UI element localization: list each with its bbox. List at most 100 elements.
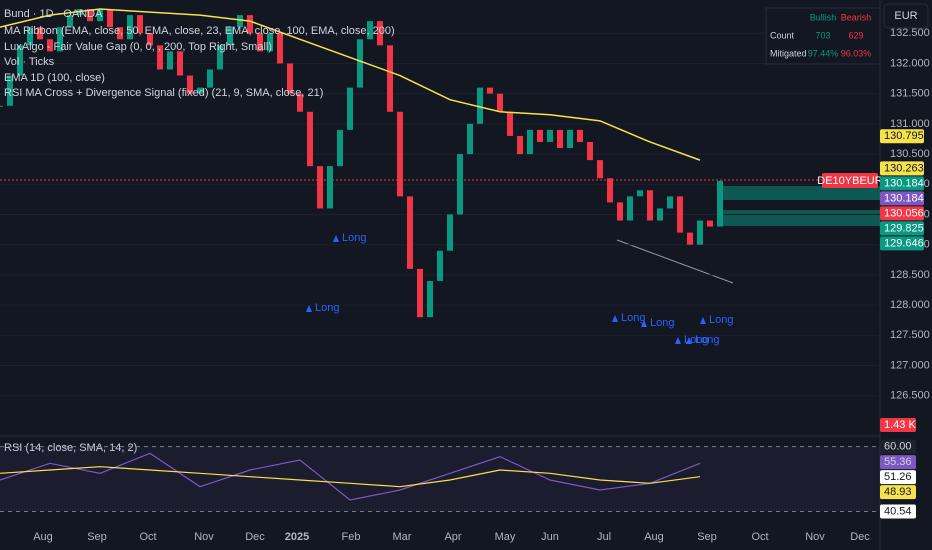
price-tag-label: 130.056 [884, 207, 924, 219]
x-tick-label: Sep [87, 531, 107, 543]
y-tick-label: 132.500 [890, 27, 930, 39]
symbol-tag [822, 173, 878, 188]
symbol-tag-label: DE10YBEUR [817, 175, 882, 187]
price-tag-label: 130.184 [884, 192, 924, 204]
table-cell: Count [770, 30, 795, 40]
candle [137, 15, 143, 34]
rsi-tag [880, 504, 916, 519]
fvg-table [765, 7, 881, 65]
candle [567, 129, 573, 149]
candle [577, 129, 583, 142]
table-cell: 96.03% [841, 48, 872, 58]
signal-arrow [700, 317, 706, 324]
y-tick-label: 127.000 [890, 359, 930, 371]
x-tick-label: Jul [597, 531, 611, 543]
y-tick-label: 131.000 [890, 118, 930, 130]
price-tag [880, 236, 924, 251]
indicator: MA Ribbon (EMA, close, 50, EMA, close, 2… [4, 25, 395, 37]
candle [187, 75, 193, 94]
candle [627, 196, 633, 221]
rsi-tag-label: 60.00 [884, 441, 912, 453]
signal-label: Long [621, 312, 645, 324]
y-tick-label: 130.500 [890, 148, 930, 160]
table-cell: 629 [848, 30, 863, 40]
price-tag [880, 176, 924, 191]
x-tick-label: Mar [393, 531, 412, 543]
currency[interactable]: EUR [894, 10, 917, 22]
candle [147, 33, 153, 46]
candle [247, 15, 253, 34]
candle [47, 39, 53, 52]
candle [377, 21, 383, 46]
volume-tag-label: 1.43 K [884, 419, 916, 431]
rsi-title: RSI (14, close, SMA, 14, 2) [4, 442, 137, 454]
candle [517, 135, 523, 155]
candle [347, 87, 353, 130]
candle [677, 196, 683, 233]
candle [267, 33, 273, 52]
candle [687, 232, 693, 245]
signal-label: Long [315, 302, 339, 314]
price-tag [880, 191, 924, 206]
candle [317, 166, 323, 209]
candle [497, 93, 503, 112]
candle [297, 93, 303, 112]
candle [27, 27, 33, 46]
candle [417, 268, 423, 318]
signal-arrow [641, 320, 647, 327]
fvg-box [720, 210, 880, 226]
candle [537, 129, 543, 142]
price-tag [880, 221, 924, 236]
price-tag-label: 130.795 [884, 130, 924, 142]
candle [287, 63, 293, 94]
price-tag [880, 161, 924, 176]
candle [527, 129, 533, 155]
x-tick-label: Nov [194, 531, 214, 543]
candle [217, 45, 223, 70]
signal-label: Long [342, 232, 366, 244]
price-tag-label: 129.646 [884, 237, 924, 249]
candle [427, 280, 433, 318]
signal-arrow [675, 337, 681, 344]
table-header: Bearish [841, 12, 872, 22]
ema-line [0, 8, 701, 161]
candle [707, 220, 713, 227]
volume-tag [880, 418, 916, 432]
candle [197, 87, 203, 94]
candle [597, 160, 603, 179]
candle [307, 111, 313, 167]
candle [647, 190, 653, 221]
candle [7, 75, 13, 106]
rsi-tag-label: 51.26 [884, 471, 912, 483]
price-tag-label: 129.825 [884, 222, 924, 234]
candle [487, 87, 493, 94]
candle [337, 129, 343, 167]
candle [97, 9, 103, 22]
x-tick-label: Aug [644, 531, 664, 543]
x-tick-label: Oct [751, 531, 768, 543]
symbol: Bund · 1D · OANDA [4, 8, 103, 20]
currency-button[interactable] [883, 3, 929, 29]
indicator: LuxAlgo - Fair Value Gap (0, 0, , 200, T… [4, 41, 272, 53]
candle [477, 87, 483, 124]
candle [457, 154, 463, 215]
signal-arrow [333, 235, 339, 242]
candle [367, 21, 373, 40]
plot [0, 8, 880, 397]
rsi-tag [880, 470, 916, 485]
candle [437, 250, 443, 281]
x-tick-label: May [495, 531, 516, 543]
candle [177, 51, 183, 76]
indicator: RSI MA Cross + Divergence Signal (fixed)… [4, 87, 323, 99]
signal-label: Long [650, 317, 674, 329]
candle [637, 190, 643, 197]
signal-arrow [306, 305, 312, 312]
signal-label: Long [709, 314, 733, 326]
candle [717, 180, 723, 227]
candle [327, 166, 333, 209]
candle [17, 45, 23, 76]
trend-line [616, 239, 734, 284]
candle [557, 129, 563, 149]
x-tick-label: Feb [342, 531, 361, 543]
